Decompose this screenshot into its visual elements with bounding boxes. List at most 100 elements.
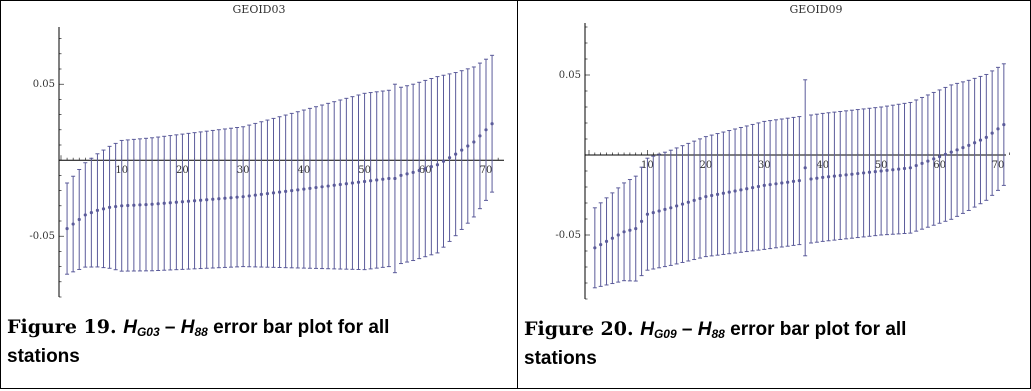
caption-label: Figure 20. <box>524 318 634 340</box>
data-point <box>265 192 270 196</box>
data-point <box>862 171 866 175</box>
data-point <box>961 146 965 150</box>
y-tick-label: -0.05 <box>29 231 55 242</box>
data-point <box>229 196 233 200</box>
data-point <box>411 170 415 174</box>
data-point <box>423 166 427 171</box>
data-point <box>920 161 924 165</box>
data-point <box>867 170 872 174</box>
data-point <box>978 138 983 142</box>
data-point <box>168 201 172 205</box>
caption-h1: H <box>640 319 654 340</box>
data-point <box>832 174 836 178</box>
data-point <box>797 179 801 183</box>
data-point <box>937 155 942 159</box>
data-point <box>663 207 667 211</box>
data-point <box>815 176 819 180</box>
data-point <box>634 227 638 231</box>
data-point <box>271 191 276 195</box>
data-point <box>144 202 148 207</box>
data-point <box>162 201 166 205</box>
data-point <box>651 211 655 215</box>
data-point <box>943 152 948 156</box>
data-point <box>739 188 743 192</box>
data-point <box>405 172 409 176</box>
data-point <box>120 204 124 208</box>
y-tick-label: 0.05 <box>559 70 581 81</box>
data-point <box>704 195 708 199</box>
data-point <box>429 165 433 169</box>
data-point <box>715 192 720 196</box>
data-point <box>733 189 737 193</box>
figure-20-caption: Figure 20. HG09 – H88 error bar plot for… <box>524 317 906 371</box>
data-point <box>186 199 191 203</box>
data-point <box>826 175 831 179</box>
data-point <box>768 183 772 187</box>
data-point <box>472 140 476 144</box>
data-point <box>856 171 860 176</box>
data-point <box>350 181 355 185</box>
data-point <box>296 188 300 192</box>
data-point <box>77 217 81 222</box>
data-point <box>844 173 848 177</box>
data-point <box>762 183 766 187</box>
data-point <box>399 173 403 177</box>
data-point <box>821 175 825 179</box>
data-point <box>95 208 100 212</box>
data-point <box>247 194 251 198</box>
data-point <box>751 186 755 190</box>
data-point <box>657 209 661 213</box>
caption-label: Figure 19. <box>7 316 117 338</box>
caption-h2-sub: 88 <box>194 325 208 339</box>
data-point <box>362 179 367 184</box>
data-point <box>756 184 761 189</box>
data-point <box>71 222 75 226</box>
data-point <box>610 236 614 240</box>
caption-text-line1: error bar plot for all <box>730 319 907 340</box>
data-point <box>156 202 160 206</box>
data-point <box>180 200 185 204</box>
data-point <box>126 203 130 208</box>
data-point <box>955 148 959 152</box>
data-point <box>253 193 257 197</box>
data-point <box>132 203 136 207</box>
data-point <box>710 193 714 198</box>
chart-title: GEOID03 <box>233 3 286 16</box>
data-point <box>393 176 397 181</box>
data-point <box>211 197 215 201</box>
data-point <box>192 199 197 203</box>
data-point <box>686 200 690 204</box>
data-point <box>223 196 227 200</box>
y-tick-label: 0.05 <box>33 79 55 90</box>
data-point <box>447 156 452 160</box>
data-point <box>484 128 488 132</box>
data-point <box>786 180 790 184</box>
data-point <box>639 219 644 223</box>
caption-text-line1: error bar plot for all <box>213 317 390 338</box>
data-point <box>902 166 907 171</box>
data-point <box>241 195 245 199</box>
data-point <box>727 190 731 194</box>
data-point <box>932 157 936 161</box>
figure-19-caption: Figure 19. HG03 – H88 error bar plot for… <box>7 315 389 369</box>
figure-19-panel: GEOID03 10 20 30 40 50 60 70 0.05 -0.05 Figure 19… <box>0 0 518 389</box>
data-point <box>101 207 106 211</box>
data-point <box>107 205 112 209</box>
data-point <box>205 198 209 202</box>
data-point <box>314 185 318 190</box>
caption-dash: – <box>681 319 693 340</box>
data-point <box>721 191 725 195</box>
data-point <box>908 166 912 170</box>
figure-20-panel: GEOID09 10 20 30 40 50 60 70 0.05 -0.05 Figure 20… <box>517 0 1031 389</box>
caption-h2-sub: 88 <box>711 327 725 341</box>
data-point <box>369 179 373 183</box>
data-point <box>454 152 458 156</box>
data-point <box>891 168 895 172</box>
data-point <box>780 181 784 185</box>
data-point <box>302 187 306 191</box>
data-point <box>675 204 679 208</box>
data-point <box>990 131 994 135</box>
data-point <box>680 202 685 206</box>
data-point <box>879 169 883 173</box>
data-point <box>809 177 813 181</box>
